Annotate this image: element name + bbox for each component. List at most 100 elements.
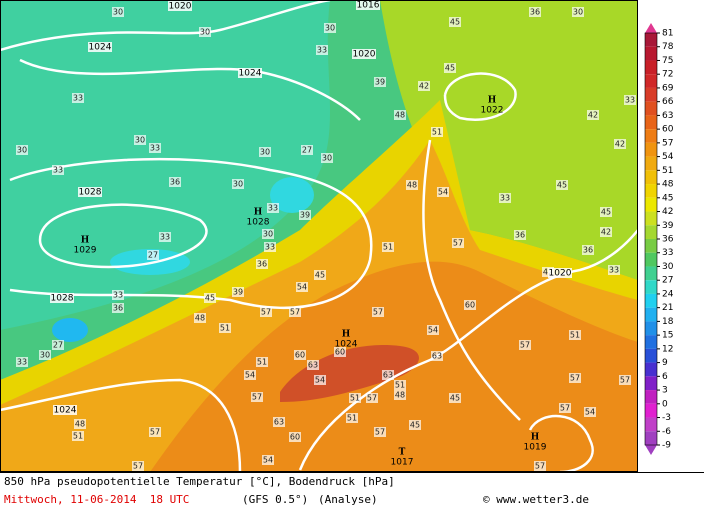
contour-label-box <box>132 461 144 471</box>
contour-label: 48 <box>395 391 405 400</box>
isobar-label-box <box>238 68 262 78</box>
contour-label-box <box>556 180 568 190</box>
isobar-label-box <box>78 187 102 197</box>
colorbar-tick-label: 27 <box>662 276 673 286</box>
colorbar: 8178757269666360575451484542393633302724… <box>644 23 674 455</box>
contour-label: 54 <box>585 408 595 417</box>
colorbar-swatch <box>645 280 657 294</box>
contour-label-box <box>394 390 406 400</box>
contour-label-box <box>149 143 161 153</box>
contour-label-box <box>427 325 439 335</box>
contour-label-box <box>256 357 268 367</box>
contour-label-box <box>262 229 274 239</box>
colorbar-tick-label: 51 <box>662 166 673 176</box>
pressure-center-letter: H <box>531 433 540 443</box>
contour-label: 48 <box>75 420 85 429</box>
contour-label: 51 <box>73 432 83 441</box>
contour-label-box <box>112 290 124 300</box>
contour-label-box <box>251 392 263 402</box>
contour-label-box <box>349 393 361 403</box>
contour-label: 57 <box>560 404 570 413</box>
colorbar-swatch <box>645 348 657 363</box>
contour-label: 30 <box>263 230 273 239</box>
colorbar-tick-label: 6 <box>662 372 668 382</box>
colorbar-swatch <box>645 417 657 432</box>
contour-label-box <box>72 93 84 103</box>
contour-label-box <box>409 420 421 430</box>
contour-label: 57 <box>570 374 580 383</box>
contour-label: 57 <box>535 462 545 471</box>
colorbar-tick-label: 78 <box>662 42 674 52</box>
isobar-label: 1024 <box>89 43 112 53</box>
contour-label-box <box>464 300 476 310</box>
contour-label-box <box>314 375 326 385</box>
contour-label: 51 <box>347 414 357 423</box>
colorbar-swatch <box>645 46 657 61</box>
contour-label-box <box>431 127 443 137</box>
contour-label-box <box>587 110 599 120</box>
contour-label: 60 <box>335 348 345 357</box>
contour-label: 30 <box>200 28 210 37</box>
contour-label: 36 <box>170 178 180 187</box>
contour-label-box <box>394 380 406 390</box>
colorbar-swatch <box>645 403 657 418</box>
contour-label: 45 <box>557 181 567 190</box>
contour-label-box <box>514 230 526 240</box>
contour-label: 54 <box>245 371 255 380</box>
colorbar-tick-label: -6 <box>662 427 671 437</box>
contour-label-box <box>449 17 461 27</box>
contour-label-box <box>147 250 159 260</box>
contour-label-box <box>52 165 64 175</box>
contour-label-box <box>444 63 456 73</box>
contour-label-box <box>394 110 406 120</box>
contour-label-box <box>204 293 216 303</box>
contour-label: 30 <box>322 154 332 163</box>
isobar-label: 1028 <box>79 188 102 198</box>
contour-label-box <box>112 303 124 313</box>
contour-label-box <box>431 351 443 361</box>
isobar-label-box <box>352 49 376 59</box>
contour-label: 42 <box>615 140 625 149</box>
colorbar-swatch <box>645 321 657 336</box>
region-cyan <box>270 177 314 213</box>
pressure-center-value: 1029 <box>74 246 97 256</box>
contour-label: 57 <box>367 394 377 403</box>
pressure-center-value: 1019 <box>524 443 547 453</box>
contour-label-box <box>382 242 394 252</box>
contour-label: 60 <box>290 433 300 442</box>
colorbar-swatch <box>645 156 657 171</box>
contour-label-box <box>307 360 319 370</box>
colorbar-tick-label: 0 <box>662 399 668 409</box>
contour-label: 33 <box>500 194 510 203</box>
isobar-label: 1020 <box>549 269 572 279</box>
colorbar-tick-label: 36 <box>662 235 674 245</box>
contour-label: 36 <box>113 304 123 313</box>
colorbar-tick-label: 12 <box>662 344 673 354</box>
isobar-label-box <box>356 0 380 10</box>
colorbar-tick-label: 39 <box>662 221 674 231</box>
contour-label: 63 <box>432 352 442 361</box>
contour-label-box <box>572 7 584 17</box>
pressure-center-value: 1017 <box>391 458 414 468</box>
isobar-label-box <box>168 1 192 11</box>
colorbar-swatch <box>645 239 657 253</box>
colorbar-tick-label: 42 <box>662 207 673 217</box>
region-teal <box>0 0 330 330</box>
contour-label: 36 <box>583 246 593 255</box>
contour-label-box <box>149 427 161 437</box>
pressure-center-letter: H <box>81 236 90 246</box>
contour-label: 54 <box>263 456 273 465</box>
contour-label: 63 <box>383 371 393 380</box>
contour-label-box <box>452 238 464 248</box>
contour-label-box <box>569 373 581 383</box>
contour-label-box <box>366 393 378 403</box>
contour-label: 57 <box>520 341 530 350</box>
contour-label: 33 <box>17 358 27 367</box>
colorbar-tick-label: 15 <box>662 331 673 341</box>
region-blue <box>52 318 88 342</box>
contour-label-box <box>372 307 384 317</box>
colorbar-swatch <box>645 211 657 226</box>
colorbar-tick-label: 57 <box>662 138 673 148</box>
contour-label: 36 <box>530 8 540 17</box>
